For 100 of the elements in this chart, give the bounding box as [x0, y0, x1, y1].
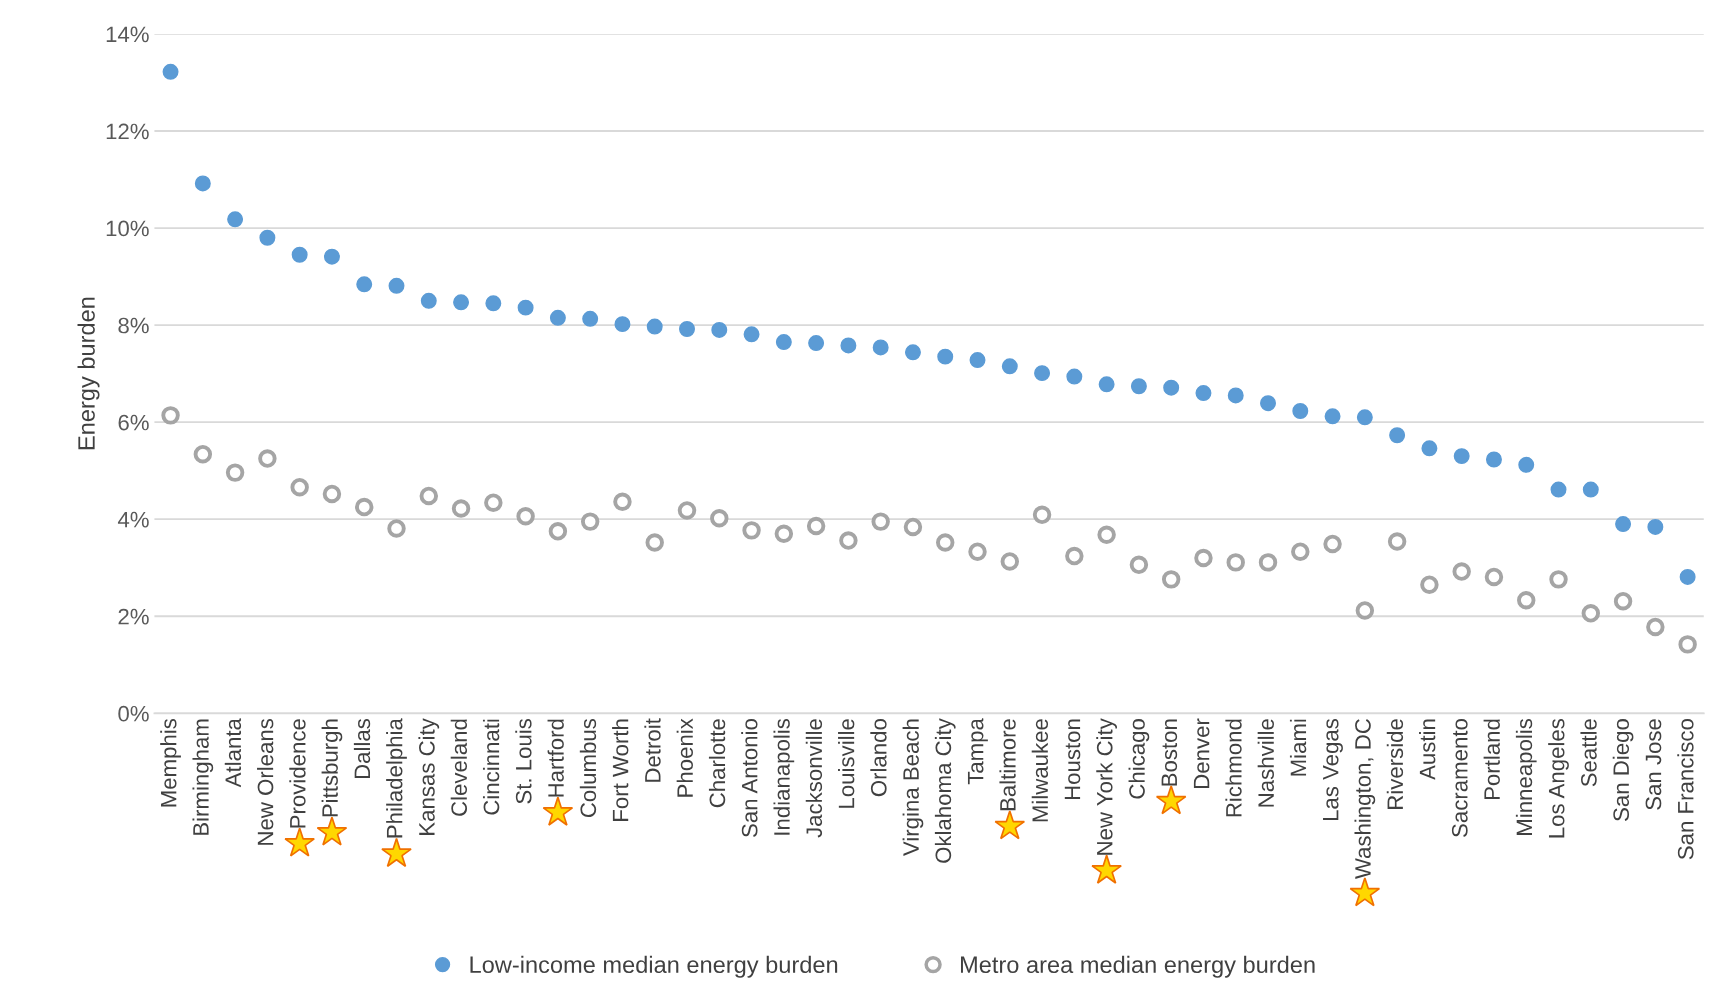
point [872, 339, 889, 356]
point [677, 501, 697, 520]
y-tick-label: 6% [118, 414, 149, 431]
point [1581, 604, 1601, 623]
legend-label: Low-income median energy burden [470, 955, 838, 978]
x-tick-label: Charlotte [708, 719, 726, 808]
point [711, 321, 728, 338]
point [291, 246, 308, 263]
point [485, 295, 502, 312]
x-tick-label: Houston [1064, 719, 1081, 800]
point [969, 352, 986, 369]
x-tick-label: Cincinnati [482, 719, 500, 815]
point [227, 211, 244, 228]
x-tick-label: Louisville [838, 719, 855, 808]
point [1647, 518, 1664, 535]
point [1291, 542, 1310, 561]
x-tick-label: St. Louis [515, 718, 532, 804]
x-tick-label: Riverside [1386, 719, 1404, 809]
point [259, 229, 276, 246]
point [1613, 591, 1633, 611]
x-tick-label: Orlando [870, 719, 887, 797]
point [1194, 548, 1213, 568]
point [1227, 387, 1244, 404]
point [968, 542, 987, 561]
y-tick-label: 12% [106, 123, 149, 140]
point [420, 292, 437, 309]
point [839, 531, 858, 550]
point [1549, 570, 1568, 589]
point [1000, 552, 1020, 571]
point [1034, 365, 1051, 382]
point [1453, 448, 1470, 465]
x-tick-label: Kansas City [418, 718, 440, 835]
point [903, 517, 923, 537]
point [1421, 440, 1438, 457]
y-tick-label: 4% [117, 511, 149, 528]
x-tick-label: Oklahoma City [934, 718, 956, 863]
point [1324, 408, 1341, 425]
point [840, 337, 857, 354]
point [516, 507, 535, 526]
point [1098, 376, 1115, 393]
y-axis-title: Energy burden [77, 297, 100, 450]
point [645, 533, 664, 552]
x-tick-label: Los Angeles [1548, 718, 1569, 838]
x-tick-label: San Antonio [741, 719, 758, 837]
point [775, 334, 792, 351]
point [322, 484, 342, 504]
point [710, 508, 729, 528]
x-tick-label: Nashville [1257, 719, 1274, 807]
point [613, 492, 632, 511]
x-tick-label: Phoenix [676, 718, 693, 797]
point [808, 335, 825, 352]
x-tick-label: Boston [1161, 719, 1178, 786]
x-tick-label: San Francisco [1677, 719, 1694, 860]
point [323, 248, 340, 265]
y-tick-label: 8% [118, 317, 149, 334]
point [258, 449, 277, 468]
point [937, 348, 954, 365]
point [1129, 555, 1149, 575]
point [1646, 617, 1665, 637]
x-tick-label: Memphis [160, 718, 181, 807]
point [1678, 635, 1697, 654]
x-tick-label: Dallas [353, 718, 371, 779]
x-tick-label: Austin [1419, 719, 1436, 780]
x-tick-label: Fort Worth [612, 719, 629, 821]
x-tick-label: Baltimore [999, 719, 1016, 811]
y-tick-label: 14% [106, 26, 149, 43]
point [1097, 525, 1116, 544]
point [806, 516, 826, 536]
x-tick-label: Cleveland [450, 719, 468, 816]
point [1195, 385, 1212, 402]
point [1161, 570, 1181, 589]
point [1066, 368, 1083, 385]
y-tick-label: 0% [118, 705, 149, 722]
point [356, 276, 373, 293]
x-tick-label: Las Vegas [1323, 718, 1343, 821]
x-tick-label: Providence [289, 719, 306, 828]
point [936, 533, 955, 552]
x-tick-label: Hartford [547, 719, 564, 797]
point [1355, 601, 1375, 620]
x-tick-label: Detroit [644, 718, 661, 782]
point [742, 521, 761, 540]
x-tick-label: Tampa [967, 718, 988, 785]
point [1323, 534, 1342, 554]
x-tick-label: Indianapolis [773, 718, 795, 835]
x-tick-label: Washington, DC [1354, 718, 1376, 879]
point [1389, 427, 1406, 444]
x-tick-label: Chicago [1128, 719, 1150, 799]
x-tick-label: San Diego [1612, 719, 1634, 821]
point [1001, 358, 1018, 375]
point [871, 512, 890, 531]
x-tick-label: Jacksonville [805, 719, 823, 838]
point [451, 499, 471, 518]
y-tick-label: 2% [118, 608, 149, 625]
point [1550, 481, 1567, 498]
point [904, 344, 921, 361]
point [1615, 516, 1632, 533]
point [517, 299, 534, 316]
point [484, 493, 503, 512]
point [1356, 409, 1373, 426]
point [162, 63, 179, 80]
